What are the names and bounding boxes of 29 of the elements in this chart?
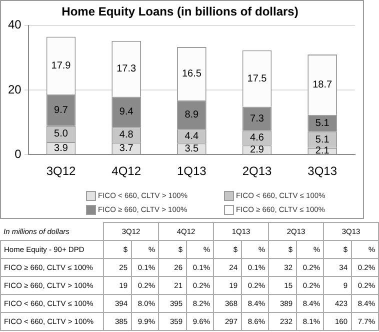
data-label: 3.9 bbox=[54, 142, 68, 154]
data-label: 2.9 bbox=[250, 144, 264, 156]
data-label: 9.4 bbox=[119, 106, 134, 118]
data-label: 8.9 bbox=[184, 109, 200, 120]
x-tick-label: 3Q13 bbox=[308, 164, 338, 178]
data-label: 16.5 bbox=[182, 68, 202, 80]
data-label: 5.1 bbox=[315, 134, 330, 146]
x-tick-label: 4Q12 bbox=[112, 164, 142, 178]
data-label: 4.4 bbox=[184, 130, 200, 142]
data-label: 2.1 bbox=[315, 146, 330, 157]
data-label: 18.7 bbox=[312, 79, 332, 90]
y-tick-label: 20 bbox=[8, 82, 22, 96]
data-label: 9.7 bbox=[54, 104, 68, 116]
chart-title: Home Equity Loans (in billions of dollars) bbox=[62, 4, 298, 19]
x-tick-label: 2Q13 bbox=[242, 164, 272, 178]
x-tick-label: 1Q13 bbox=[176, 164, 207, 178]
data-label: 7.3 bbox=[250, 113, 264, 124]
data-label: 5.1 bbox=[315, 118, 330, 129]
x-tick-label: 3Q12 bbox=[46, 164, 76, 178]
y-tick-label: 0 bbox=[14, 146, 22, 161]
data-label: 5.0 bbox=[54, 128, 68, 140]
data-label: 3.5 bbox=[184, 143, 200, 154]
data-label: 17.5 bbox=[247, 73, 268, 84]
data-label: 17.3 bbox=[116, 64, 137, 75]
y-tick-label: 40 bbox=[8, 18, 22, 32]
data-label: 3.7 bbox=[119, 143, 134, 154]
data-label: 4.8 bbox=[119, 130, 134, 141]
data-label: 4.6 bbox=[250, 132, 264, 144]
data-label: 17.9 bbox=[51, 60, 72, 72]
